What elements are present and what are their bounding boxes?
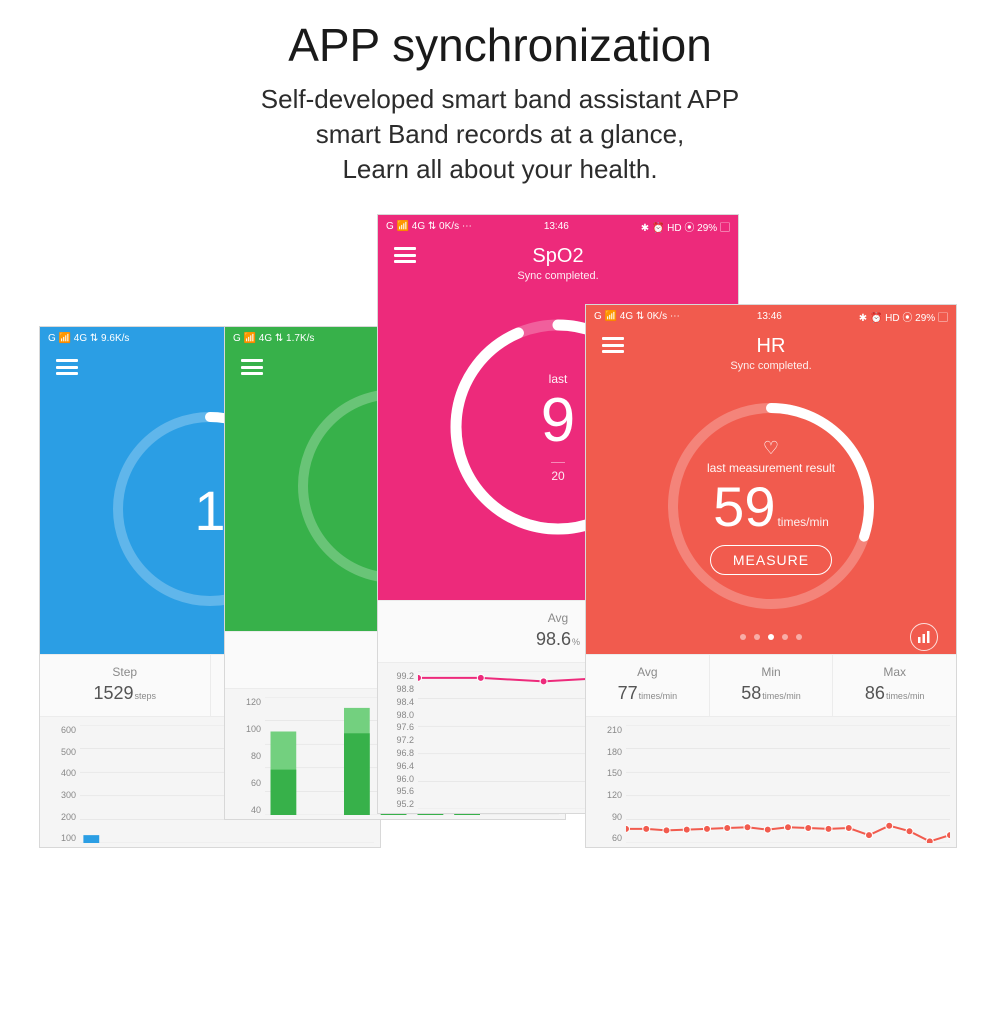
stat-label: Avg: [590, 665, 705, 679]
screen-subtitle: Sync completed.: [378, 270, 738, 282]
screen-title: HR: [586, 335, 956, 358]
menu-icon[interactable]: [56, 359, 78, 375]
ring-content: ♡ last measurement result 59 times/min M…: [661, 396, 881, 616]
stat-cell-avg: Avg 77times/min: [586, 655, 710, 716]
ring-value: 9: [541, 390, 575, 452]
stat-label: Max: [837, 665, 952, 679]
stat-label: Min: [714, 665, 829, 679]
stat-value: 98.6: [536, 629, 571, 649]
y-axis: 120100806040: [231, 697, 261, 815]
page-dot[interactable]: [782, 634, 788, 640]
status-right: ✱ ⏰ HD ⦿ 29% ▢: [859, 309, 948, 324]
stats-icon[interactable]: [910, 623, 938, 651]
stat-cell-step: Step 1529steps: [40, 655, 211, 716]
menu-icon[interactable]: [394, 247, 416, 263]
page-dot[interactable]: [754, 634, 760, 640]
sub-line-1: Self-developed smart band assistant APP: [0, 82, 1000, 117]
status-left: G 📶 4G ⇅ 0K/s ⋯: [594, 311, 680, 322]
page-dot[interactable]: [796, 634, 802, 640]
stat-value: 1529: [93, 683, 133, 703]
chart-body: [626, 725, 950, 843]
screen-subtitle: Sync completed.: [586, 360, 956, 372]
status-left: G 📶 4G ⇅ 9.6K/s: [48, 333, 129, 344]
phone-header-red: G 📶 4G ⇅ 0K/s ⋯ 13:46 ✱ ⏰ HD ⦿ 29% ▢ HR …: [586, 305, 956, 654]
status-bar: G 📶 4G ⇅ 0K/s ⋯ 13:46 ✱ ⏰ HD ⦿ 29% ▢: [586, 305, 956, 327]
y-axis: 99.298.898.498.097.697.296.896.496.095.6…: [384, 671, 414, 809]
screen-title: SpO2: [378, 245, 738, 268]
app-header: SpO2 Sync completed.: [378, 237, 738, 286]
ring-label: last: [549, 372, 568, 386]
ring-unit: times/min: [777, 516, 828, 528]
stat-unit: times/min: [639, 691, 678, 701]
ring-value: 1: [194, 483, 225, 539]
stat-cell-min: Min 58times/min: [710, 655, 834, 716]
chart-hr: 2101801501209060: [586, 717, 956, 847]
stat-value: 58: [741, 683, 761, 703]
stat-row: Avg 77times/min Min 58times/min Max 86ti…: [586, 654, 956, 717]
phones-stage: G 📶 4G ⇅ 9.6K/s S 1: [0, 215, 1000, 965]
menu-icon[interactable]: [602, 337, 624, 353]
ring-value: 59 times/min: [713, 479, 829, 535]
heart-icon: ♡: [763, 438, 779, 459]
phone-screen-hr: G 📶 4G ⇅ 0K/s ⋯ 13:46 ✱ ⏰ HD ⦿ 29% ▢ HR …: [586, 305, 956, 847]
status-left: G 📶 4G ⇅ 1.7K/s: [233, 333, 314, 344]
stat-unit: times/min: [762, 691, 801, 701]
status-bar: G 📶 4G ⇅ 0K/s ⋯ 13:46 ✱ ⏰ HD ⦿ 29% ▢: [378, 215, 738, 237]
page-subtitle: Self-developed smart band assistant APP …: [0, 82, 1000, 187]
stat-value: 77: [618, 683, 638, 703]
y-axis: 2101801501209060: [592, 725, 622, 843]
sub-line-3: Learn all about your health.: [0, 152, 1000, 187]
page-dot[interactable]: [740, 634, 746, 640]
status-time: 13:46: [544, 221, 569, 232]
page-title: APP synchronization: [0, 18, 1000, 72]
measure-button[interactable]: MEASURE: [710, 545, 832, 575]
stat-unit: steps: [135, 691, 157, 701]
page-dots: [586, 628, 956, 654]
menu-icon[interactable]: [241, 359, 263, 375]
status-right: ✱ ⏰ HD ⦿ 29% ▢: [641, 219, 730, 234]
sub-line-2: smart Band records at a glance,: [0, 117, 1000, 152]
status-left: G 📶 4G ⇅ 0K/s ⋯: [386, 221, 472, 232]
stat-unit: times/min: [886, 691, 925, 701]
ring-label: last measurement result: [707, 461, 835, 475]
progress-ring: ♡ last measurement result 59 times/min M…: [661, 396, 881, 616]
app-header: HR Sync completed.: [586, 327, 956, 376]
stat-label: Step: [44, 665, 206, 679]
stat-cell-max: Max 86times/min: [833, 655, 956, 716]
stat-unit: %: [572, 637, 580, 647]
stat-value: 86: [865, 683, 885, 703]
ring-area: ♡ last measurement result 59 times/min M…: [586, 376, 956, 628]
ring-sub: 20: [551, 462, 564, 483]
page-dot[interactable]: [768, 634, 774, 640]
y-axis: 600500400300200100: [46, 725, 76, 843]
status-time: 13:46: [757, 311, 782, 322]
